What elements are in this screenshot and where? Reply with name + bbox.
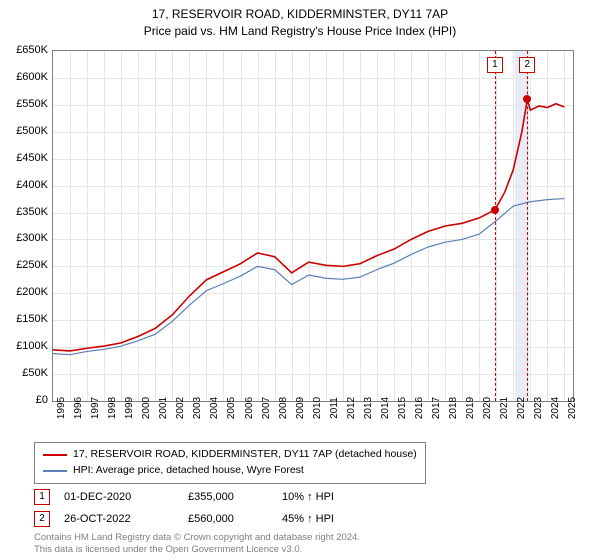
sale-date: 26-OCT-2022 [64, 513, 174, 525]
xtick-label: 2001 [158, 397, 169, 419]
ytick-label: £500K [0, 125, 48, 137]
footer-line2: This data is licensed under the Open Gov… [34, 544, 360, 556]
xtick-label: 2006 [244, 397, 255, 419]
xtick-label: 2021 [499, 397, 510, 419]
sale-marker-box: 2 [519, 57, 535, 73]
xtick-label: 2014 [380, 397, 391, 419]
legend-swatch [43, 470, 67, 472]
xtick-label: 1996 [73, 397, 84, 419]
xtick-label: 2018 [448, 397, 459, 419]
ytick-label: £300K [0, 232, 48, 244]
xtick-label: 2023 [533, 397, 544, 419]
sale-row: 2 26-OCT-2022 £560,000 45% ↑ HPI [34, 508, 392, 530]
sale-marker-box: 1 [487, 57, 503, 73]
xtick-label: 2025 [567, 397, 578, 419]
xtick-label: 1998 [107, 397, 118, 419]
xtick-label: 2015 [397, 397, 408, 419]
sale-vline [495, 51, 496, 401]
sale-price: £560,000 [188, 513, 268, 525]
series-property [53, 99, 564, 350]
xtick-label: 1997 [90, 397, 101, 419]
ytick-label: £200K [0, 286, 48, 298]
xtick-label: 1995 [56, 397, 67, 419]
sale-row-marker: 1 [34, 489, 50, 505]
xtick-label: 2002 [175, 397, 186, 419]
legend-label: 17, RESERVOIR ROAD, KIDDERMINSTER, DY11 … [73, 447, 417, 463]
legend-label: HPI: Average price, detached house, Wyre… [73, 463, 304, 479]
xtick-label: 2008 [278, 397, 289, 419]
sale-dot [491, 206, 499, 214]
ytick-label: £0 [0, 394, 48, 406]
sale-vline [527, 51, 528, 401]
xtick-label: 2020 [482, 397, 493, 419]
xtick-label: 2016 [414, 397, 425, 419]
xtick-label: 2022 [516, 397, 527, 419]
ytick-label: £350K [0, 206, 48, 218]
footer: Contains HM Land Registry data © Crown c… [34, 532, 360, 557]
sale-row-marker: 2 [34, 511, 50, 527]
title-line1: 17, RESERVOIR ROAD, KIDDERMINSTER, DY11 … [0, 6, 600, 23]
ytick-label: £100K [0, 340, 48, 352]
legend-swatch [43, 454, 67, 456]
legend-row: 17, RESERVOIR ROAD, KIDDERMINSTER, DY11 … [43, 447, 417, 463]
sale-row: 1 01-DEC-2020 £355,000 10% ↑ HPI [34, 486, 392, 508]
sale-pct: 45% ↑ HPI [282, 513, 392, 525]
sale-dot [523, 95, 531, 103]
xtick-label: 2013 [363, 397, 374, 419]
xtick-label: 2011 [329, 397, 340, 419]
sale-date: 01-DEC-2020 [64, 491, 174, 503]
ytick-label: £150K [0, 313, 48, 325]
xtick-label: 2003 [192, 397, 203, 419]
ytick-label: £650K [0, 44, 48, 56]
ytick-label: £250K [0, 259, 48, 271]
xtick-label: 2019 [465, 397, 476, 419]
xtick-label: 2000 [141, 397, 152, 419]
ytick-label: £550K [0, 98, 48, 110]
title-line2: Price paid vs. HM Land Registry's House … [0, 23, 600, 40]
xtick-label: 2024 [550, 397, 561, 419]
legend: 17, RESERVOIR ROAD, KIDDERMINSTER, DY11 … [34, 442, 426, 484]
xtick-label: 2005 [226, 397, 237, 419]
sale-table: 1 01-DEC-2020 £355,000 10% ↑ HPI 2 26-OCT-202… [34, 486, 392, 530]
sale-price: £355,000 [188, 491, 268, 503]
chart-plot-area: 12 [52, 50, 574, 402]
series-hpi [53, 199, 564, 355]
ytick-label: £600K [0, 71, 48, 83]
xtick-label: 2009 [295, 397, 306, 419]
title-block: 17, RESERVOIR ROAD, KIDDERMINSTER, DY11 … [0, 0, 600, 40]
legend-row: HPI: Average price, detached house, Wyre… [43, 463, 417, 479]
sale-pct: 10% ↑ HPI [282, 491, 392, 503]
xtick-label: 2004 [209, 397, 220, 419]
xtick-label: 2012 [346, 397, 357, 419]
chart-container: 17, RESERVOIR ROAD, KIDDERMINSTER, DY11 … [0, 0, 600, 560]
xtick-label: 2017 [431, 397, 442, 419]
ytick-label: £450K [0, 152, 48, 164]
xtick-label: 1999 [124, 397, 135, 419]
ytick-label: £50K [0, 367, 48, 379]
footer-line1: Contains HM Land Registry data © Crown c… [34, 532, 360, 544]
ytick-label: £400K [0, 179, 48, 191]
xtick-label: 2010 [312, 397, 323, 419]
xtick-label: 2007 [261, 397, 272, 419]
